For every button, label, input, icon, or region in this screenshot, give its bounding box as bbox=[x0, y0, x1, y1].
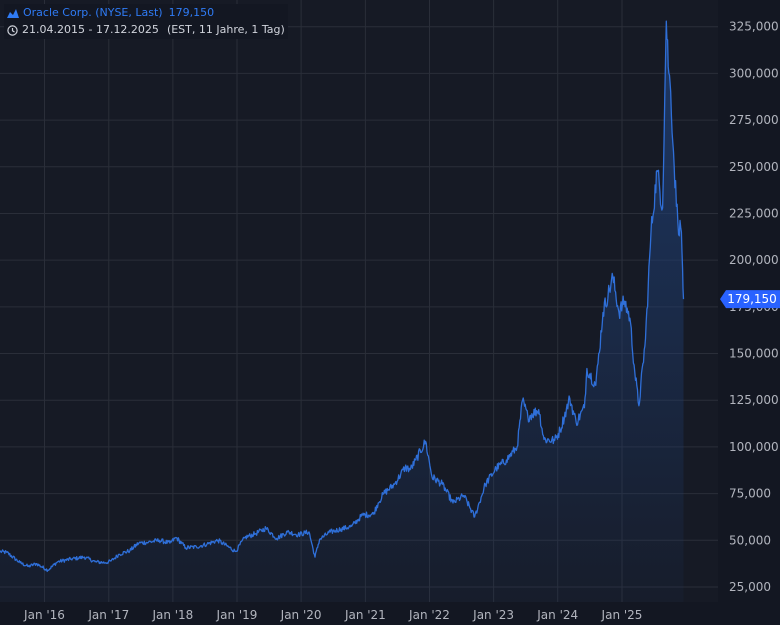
legend-range-note: (EST, 11 Jahre, 1 Tag) bbox=[166, 23, 285, 36]
last-value-label: 179,150 bbox=[727, 292, 777, 306]
x-tick-label: Jan '19 bbox=[216, 608, 258, 622]
y-tick-label: 300,000 bbox=[729, 66, 779, 80]
x-tick-label: Jan '23 bbox=[472, 608, 514, 622]
legend-range-row: 21.04.2015 - 17.12.2025 (EST, 11 Jahre, … bbox=[7, 22, 285, 38]
x-tick-label: Jan '16 bbox=[23, 608, 65, 622]
y-tick-label: 75,000 bbox=[729, 487, 771, 501]
x-tick-label: Jan '22 bbox=[408, 608, 450, 622]
legend-title: Oracle Corp. (NYSE, Last) bbox=[23, 6, 163, 19]
x-tick-label: Jan '17 bbox=[87, 608, 129, 622]
x-tick-label: Jan '24 bbox=[536, 608, 578, 622]
y-tick-label: 225,000 bbox=[729, 206, 779, 220]
mountain-chart-icon bbox=[7, 9, 19, 18]
x-tick-label: Jan '25 bbox=[601, 608, 643, 622]
clock-icon bbox=[7, 24, 18, 36]
legend-title-row: Oracle Corp. (NYSE, Last) 179,150 bbox=[7, 5, 285, 21]
last-value-badge bbox=[720, 290, 780, 309]
y-tick-label: 325,000 bbox=[729, 20, 779, 34]
y-tick-label: 250,000 bbox=[729, 160, 779, 174]
x-tick-label: Jan '21 bbox=[344, 608, 386, 622]
y-tick-label: 25,000 bbox=[729, 580, 771, 594]
legend: Oracle Corp. (NYSE, Last) 179,150 21.04.… bbox=[4, 4, 288, 39]
y-tick-label: 125,000 bbox=[729, 393, 779, 407]
series-line bbox=[0, 20, 685, 573]
y-tick-label: 50,000 bbox=[729, 533, 771, 547]
y-tick-label: 200,000 bbox=[729, 253, 779, 267]
y-tick-label: 100,000 bbox=[729, 440, 779, 454]
y-tick-label: 150,000 bbox=[729, 347, 779, 361]
x-tick-label: Jan '18 bbox=[151, 608, 193, 622]
series-area bbox=[0, 21, 684, 602]
legend-value: 179,150 bbox=[168, 6, 215, 19]
y-tick-label: 275,000 bbox=[729, 113, 779, 127]
x-tick-label: Jan '20 bbox=[280, 608, 322, 622]
legend-date-range: 21.04.2015 - 17.12.2025 bbox=[22, 23, 159, 36]
